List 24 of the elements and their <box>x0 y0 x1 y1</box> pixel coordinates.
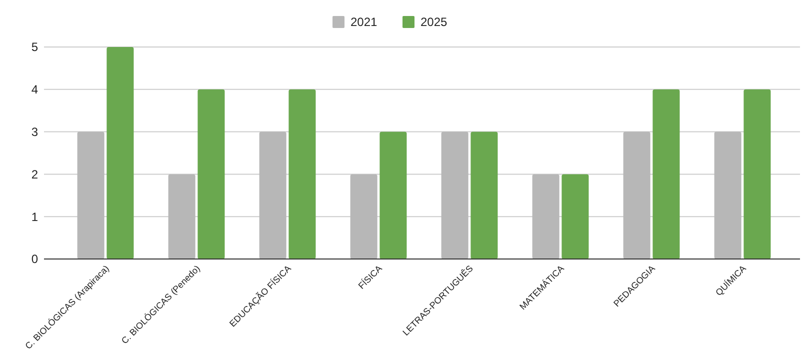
y-tick-label: 4 <box>31 82 38 97</box>
bar <box>623 132 650 259</box>
bar <box>168 174 196 259</box>
legend-label: 2021 <box>350 15 378 30</box>
bar <box>259 132 286 259</box>
bar <box>106 47 134 259</box>
bar <box>77 132 104 259</box>
bar <box>562 174 589 259</box>
bar <box>470 132 498 259</box>
legend-label: 2025 <box>420 15 448 30</box>
bar <box>380 132 407 259</box>
bar <box>441 132 468 259</box>
y-tick-label: 1 <box>31 210 38 224</box>
y-tick-label: 3 <box>31 125 38 139</box>
bar <box>288 89 316 259</box>
bar <box>744 89 771 259</box>
y-tick-label: 5 <box>31 40 38 54</box>
bar <box>198 89 225 259</box>
y-tick-label: 2 <box>31 167 38 182</box>
bar <box>652 89 680 259</box>
bar <box>532 174 560 259</box>
bar <box>350 174 378 259</box>
bar <box>714 132 742 259</box>
y-tick-label: 0 <box>31 252 38 266</box>
